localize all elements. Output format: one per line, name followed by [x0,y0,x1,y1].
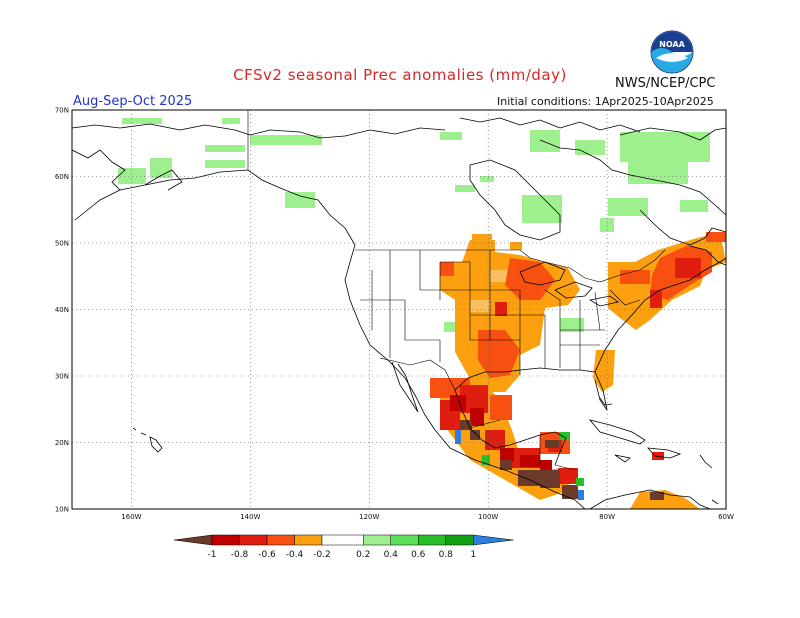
colorbar-tick-label: 0.2 [356,550,370,560]
colorbar-tick-label: 1 [470,550,476,560]
colorbar-box [390,534,419,546]
colorbar-tick-label: 0.8 [439,550,454,560]
season-label: Aug-Sep-Oct 2025 [73,94,193,109]
political-boundaries [247,110,666,471]
colorbar-tick-label: 0.4 [384,550,399,560]
noaa-logo-icon: NOAA [650,30,694,74]
longitude-labels: 160W 140W 120W 100W 80W 60W [121,513,734,521]
anomaly-shading [118,118,726,509]
colorbar-tick-label: -0.4 [286,550,304,560]
colorbar-box [445,534,474,546]
latitude-label: 50N [55,240,69,248]
map-frame [71,109,727,510]
agency-label: NWS/NCEP/CPC [615,76,716,91]
colorbar-box [294,534,323,546]
colorbar-box [363,534,391,546]
latitude-label: 20N [55,439,69,447]
colorbar-high-extension [473,534,514,546]
colorbar-low-extension [173,534,213,546]
colorbar-tick-label: 0.6 [411,550,426,560]
colorbar-box [266,534,295,546]
longitude-label: 120W [359,513,379,521]
longitude-label: 80W [599,513,615,521]
latitude-label: 30N [55,373,69,381]
latitude-label: 10N [55,506,69,514]
longitude-label: 140W [240,513,260,521]
colorbar-tick-labels: -1 -0.8 -0.6 -0.4 -0.2 0.2 0.4 0.6 0.8 1 [208,550,477,560]
colorbar-tick-label: -0.8 [231,550,249,560]
colorbar-box [239,534,268,546]
longitude-label: 100W [478,513,498,521]
colorbar-tick-label: -1 [208,550,217,560]
latitude-label: 70N [55,107,69,115]
colorbar-boxes [173,534,514,546]
latitude-label: 40N [55,306,69,314]
noaa-logo-text: NOAA [659,40,685,49]
colorbar-box [418,534,446,546]
colorbar-box [211,534,240,546]
colorbar-tick-label: -0.2 [313,550,331,560]
colorbar-box [321,534,364,546]
longitude-label: 60W [718,513,734,521]
latitude-labels: 70N 60N 50N 40N 30N 20N 10N [55,107,69,514]
map-title: CFSv2 seasonal Prec anomalies (mm/day) [233,66,567,84]
longitude-label: 160W [121,513,141,521]
latitude-label: 60N [55,173,69,181]
colorbar-tick-label: -0.6 [258,550,276,560]
graticule [72,110,726,509]
initial-conditions-label: Initial conditions: 1Apr2025-10Apr2025 [497,95,714,108]
